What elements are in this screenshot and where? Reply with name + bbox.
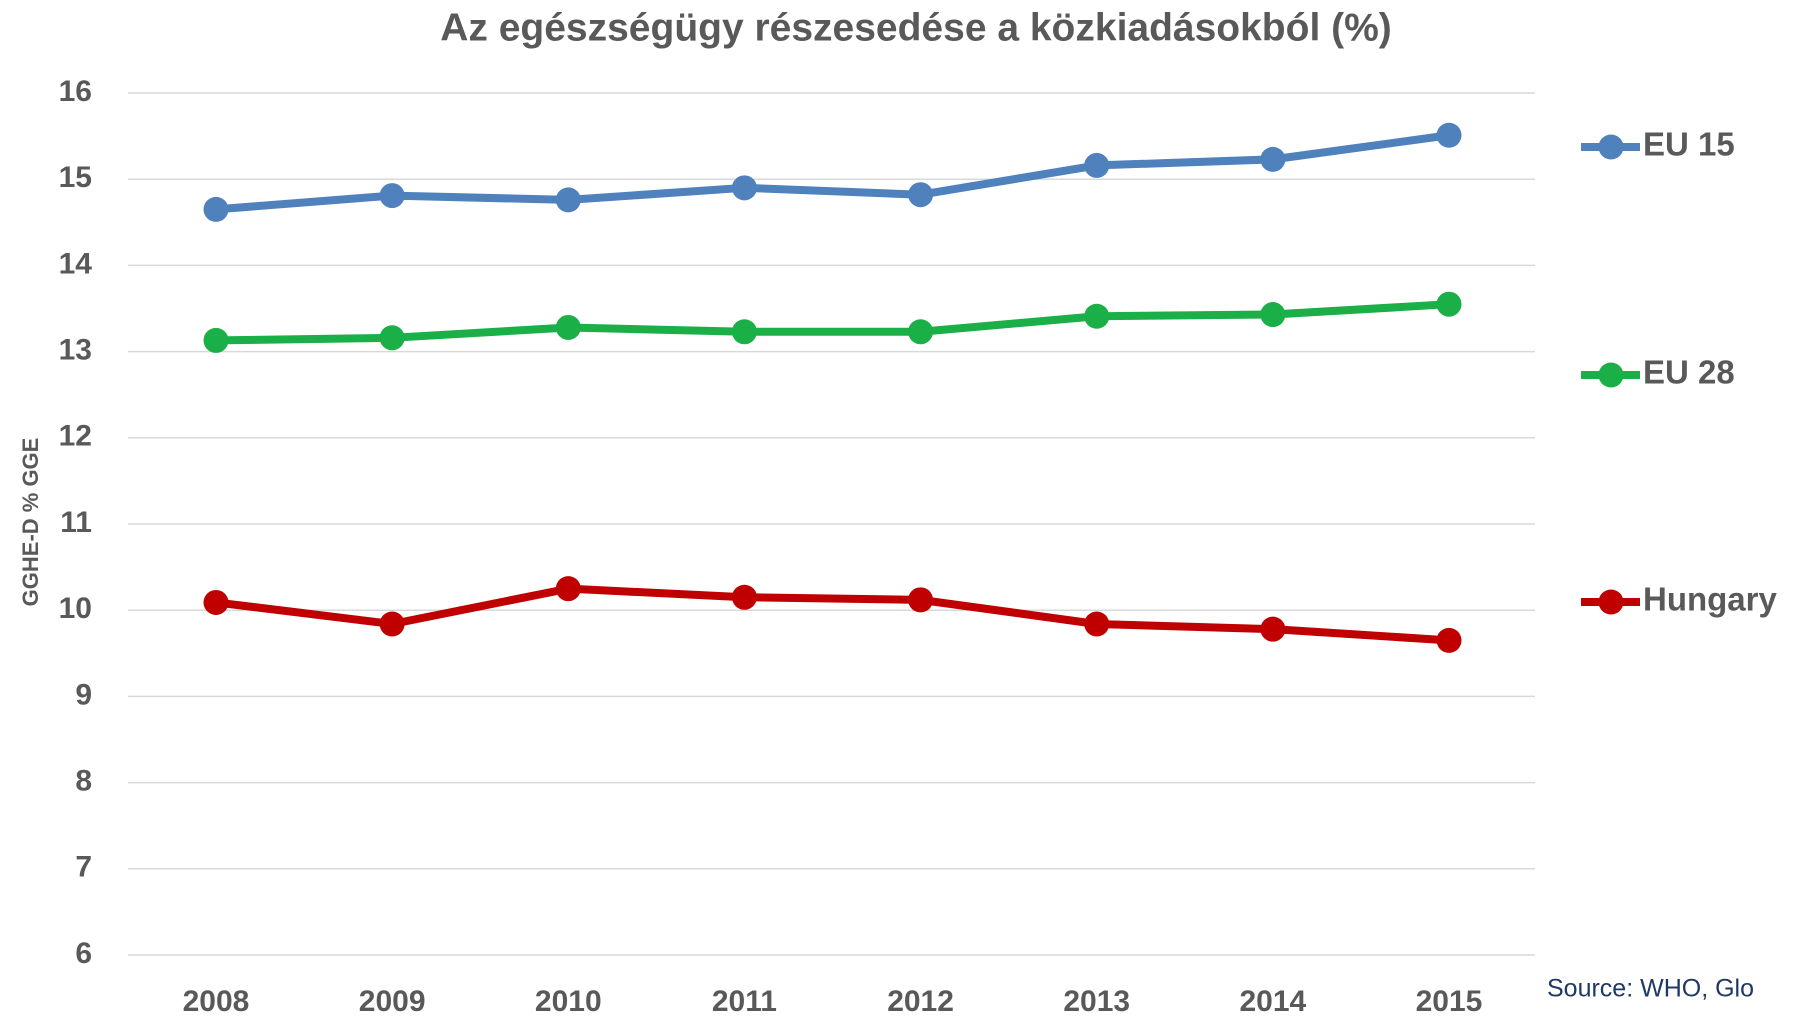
data-point — [1436, 122, 1462, 148]
x-tick-label: 2013 — [1063, 985, 1130, 1018]
data-point — [731, 319, 757, 345]
data-point — [555, 187, 581, 213]
y-tick-label: 9 — [75, 678, 92, 711]
data-point — [1436, 627, 1462, 653]
legend-marker — [1598, 362, 1624, 388]
data-point — [1260, 146, 1286, 172]
data-point — [203, 327, 229, 353]
legend-label: Hungary — [1643, 581, 1778, 618]
data-point — [731, 175, 757, 201]
legend-marker — [1598, 589, 1624, 615]
data-point — [908, 319, 934, 345]
x-tick-label: 2015 — [1416, 985, 1483, 1018]
y-tick-label: 11 — [60, 506, 92, 539]
x-tick-label: 2012 — [887, 985, 954, 1018]
data-point — [1084, 152, 1110, 178]
series-line — [215, 131, 1450, 214]
x-tick-label: 2014 — [1239, 985, 1306, 1018]
y-tick-label: 10 — [59, 592, 92, 625]
data-point — [1260, 302, 1286, 328]
y-tick-label: 15 — [59, 161, 92, 194]
series-line — [215, 584, 1450, 645]
legend-marker — [1598, 134, 1624, 160]
data-point — [555, 576, 581, 602]
data-point — [1084, 303, 1110, 329]
legend-label: EU 28 — [1643, 354, 1735, 391]
y-tick-label: 14 — [59, 247, 93, 280]
x-tick-label: 2011 — [712, 985, 777, 1018]
x-tick-label: 2008 — [183, 985, 250, 1018]
data-point — [1084, 611, 1110, 637]
y-axis-label: GGHE-D % GGE — [18, 438, 43, 607]
y-tick-label: 6 — [75, 937, 92, 970]
data-point — [379, 183, 405, 209]
chart-title: Az egészségügy részesedése a közkiadások… — [440, 6, 1392, 49]
y-tick-label: 8 — [75, 765, 92, 798]
data-point — [1436, 291, 1462, 317]
data-point — [731, 584, 757, 610]
y-tick-label: 13 — [59, 334, 92, 367]
series-line — [215, 300, 1450, 345]
data-point — [203, 196, 229, 222]
data-point — [908, 182, 934, 208]
data-point — [203, 589, 229, 615]
source-note: Source: WHO, Glo — [1547, 975, 1754, 1003]
data-point — [1260, 616, 1286, 642]
x-tick-label: 2009 — [359, 985, 426, 1018]
x-tick-label: 2010 — [535, 985, 602, 1018]
y-tick-label: 12 — [59, 420, 92, 453]
legend-label: EU 15 — [1643, 126, 1735, 163]
y-tick-label: 7 — [75, 851, 92, 884]
data-point — [908, 587, 934, 613]
data-point — [379, 325, 405, 351]
y-tick-label: 16 — [59, 75, 92, 108]
data-point — [555, 314, 581, 340]
data-point — [379, 611, 405, 637]
